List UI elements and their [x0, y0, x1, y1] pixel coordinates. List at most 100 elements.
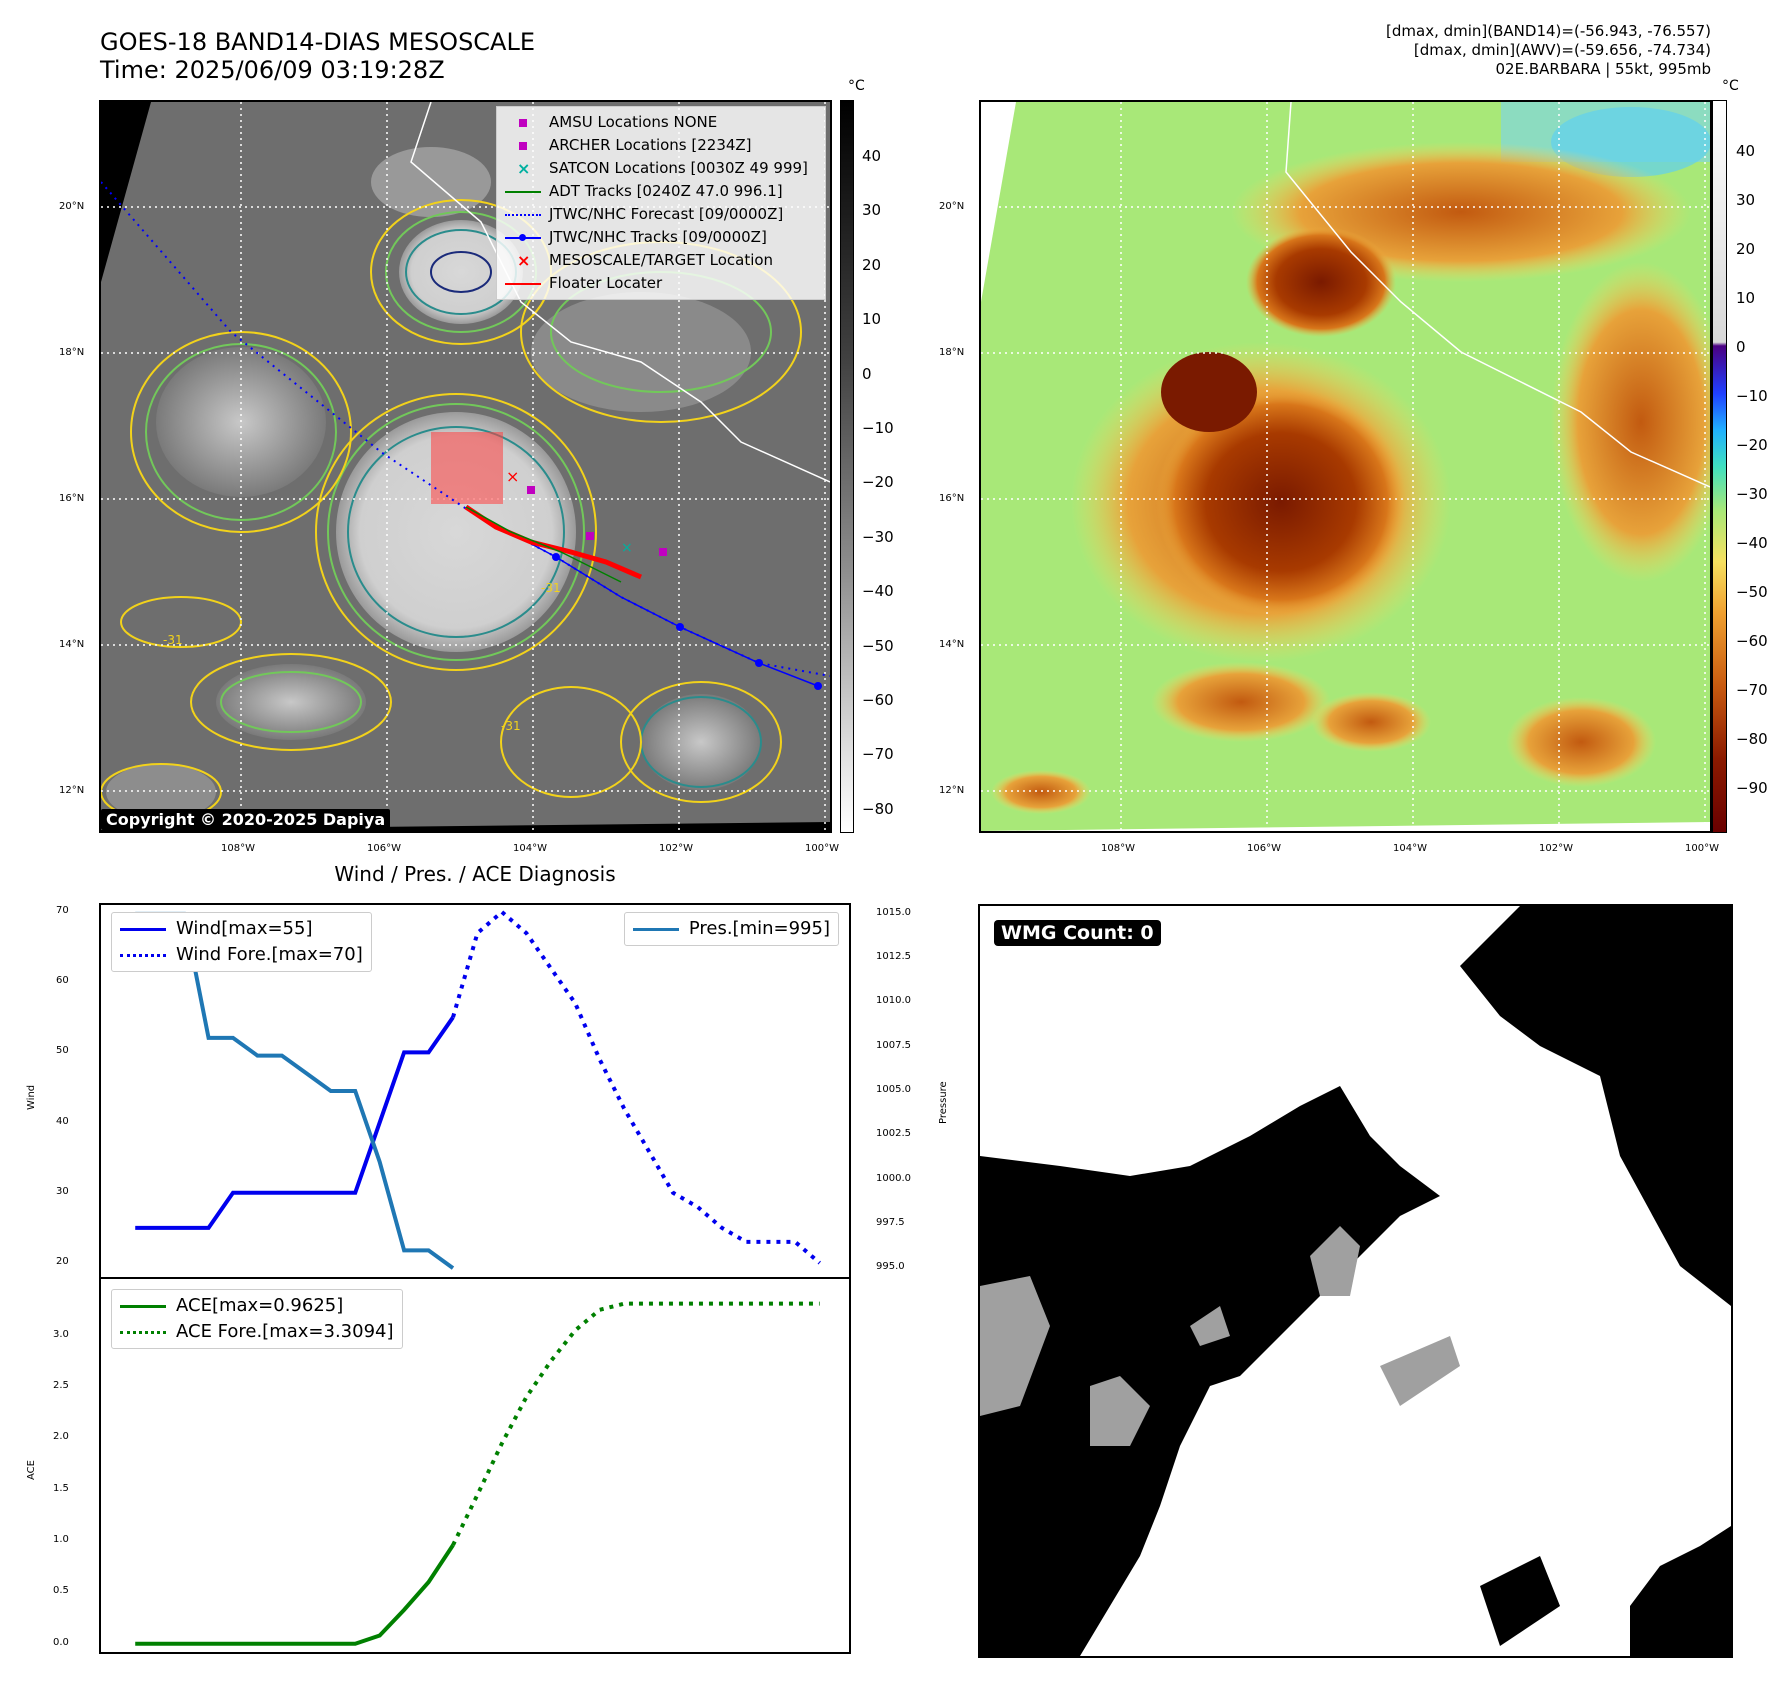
map-legend-label: SATCON Locations [0030Z 49 999]	[549, 159, 808, 177]
colorbar-tick-label: 10	[1736, 289, 1756, 307]
pressure-tick-label: 1000.0	[876, 1172, 911, 1184]
legend-marker-icon	[505, 208, 541, 222]
band14-colorbar	[840, 100, 854, 833]
wmg-count-badge: WMG Count: 0	[994, 920, 1161, 946]
floater-track	[464, 504, 642, 580]
wind-tick-label: 30	[56, 1185, 69, 1197]
pressure-tick-label: 1002.5	[876, 1128, 911, 1140]
wmg-panel: WMG Count: 0	[978, 904, 1733, 1658]
legend-ace-fore: ACE Fore.[max=3.3094]	[176, 1321, 394, 1342]
map-legend-label: JTWC/NHC Forecast [09/0000Z]	[549, 205, 784, 223]
wind-tick-label: 40	[56, 1115, 69, 1127]
legend-marker-icon	[505, 185, 541, 199]
colorbar-tick-label: −80	[862, 799, 894, 818]
nhc-track	[470, 511, 819, 687]
legend-wind: Wind[max=55]	[176, 918, 313, 939]
colorbar-tick-label: 20	[862, 255, 882, 274]
awv-lat-label: 16°N	[939, 493, 965, 504]
map-legend: AMSU Locations NONE ARCHER Locations [223…	[496, 106, 826, 300]
figure-title: GOES-18 BAND14-DIAS MESOSCALE Time: 2025…	[100, 28, 535, 84]
title-line-2: Time: 2025/06/09 03:19:28Z	[100, 56, 445, 84]
map-legend-label: ADT Tracks [0240Z 47.0 996.1]	[549, 182, 783, 200]
colorbar-tick-label: −70	[862, 745, 894, 764]
target-x: ×	[506, 467, 519, 486]
map-legend-item: ADT Tracks [0240Z 47.0 996.1]	[505, 180, 817, 203]
band14-lon-label: 100°W	[805, 843, 839, 854]
pressure-tick-label: 1007.5	[876, 1039, 911, 1051]
wmg-gray-region	[1310, 1226, 1360, 1296]
band14-lon-label: 102°W	[659, 843, 693, 854]
awv-lon-label: 102°W	[1539, 843, 1573, 854]
colorbar-tick-label: −70	[1736, 681, 1768, 699]
awv-lon-label: 104°W	[1393, 843, 1427, 854]
colorbar-tick-label: 0	[862, 364, 872, 383]
colorbar-tick-label: −30	[1736, 485, 1768, 503]
band14-lon-label: 108°W	[221, 843, 255, 854]
awv-gridlines	[981, 102, 1710, 831]
legend-marker-icon	[505, 277, 541, 291]
wind-series-line	[135, 1016, 455, 1230]
ace-legend: ACE[max=0.9625] ACE Fore.[max=3.3094]	[111, 1289, 403, 1349]
colorbar-tick-label: −80	[1736, 730, 1768, 748]
pres-legend: Pres.[min=995]	[623, 912, 839, 946]
map-legend-item: × SATCON Locations [0030Z 49 999]	[505, 157, 817, 180]
ace-ylabel: ACE	[26, 1460, 37, 1480]
ace-tick-label: 2.0	[53, 1431, 69, 1443]
legend-marker-icon	[505, 231, 541, 245]
contour-label: -31	[501, 719, 521, 733]
ace-forecast-line	[451, 1301, 820, 1547]
wind-tick-label: 70	[56, 905, 69, 917]
map-legend-item: JTWC/NHC Tracks [09/0000Z]	[505, 226, 817, 249]
copyright-label: Copyright © 2020-2025 Dapiya	[101, 809, 391, 830]
ace-tick-label: 1.0	[53, 1534, 69, 1546]
legend-marker-icon	[505, 116, 541, 130]
awv-lat-label: 20°N	[939, 201, 965, 212]
band14-lat-label: 20°N	[59, 201, 85, 212]
ace-plot	[135, 1301, 820, 1646]
colorbar-tick-label: 40	[1736, 142, 1756, 160]
colorbar-tick-label: −20	[862, 473, 894, 492]
band14-lon-label: 104°W	[513, 843, 547, 854]
ace-tick-label: 0.0	[53, 1636, 69, 1648]
colorbar-tick-label: −10	[1736, 387, 1768, 405]
awv-lat-label: 12°N	[939, 785, 965, 796]
awv-lon-label: 106°W	[1247, 843, 1281, 854]
wmg-mask	[980, 906, 1731, 1656]
ace-panel: ACE[max=0.9625] ACE Fore.[max=3.3094]	[99, 1277, 851, 1654]
map-legend-item: Floater Locater	[505, 272, 817, 295]
coastline	[410, 102, 830, 483]
pressure-tick-label: 997.5	[876, 1216, 905, 1228]
awv-lat-label: 14°N	[939, 639, 965, 650]
legend-marker-icon: ×	[517, 250, 531, 270]
info-line-1: [dmax, dmin](BAND14)=(-56.943, -76.557)	[1386, 22, 1711, 40]
colorbar-tick-label: 40	[862, 147, 882, 165]
satcon-x: ×	[621, 540, 633, 556]
contour-label: -31	[541, 581, 561, 595]
wind-tick-label: 50	[56, 1045, 69, 1057]
legend-marker-icon: ×	[517, 158, 531, 178]
colorbar-tick-label: 0	[1736, 338, 1746, 356]
wind-pres-panel: Wind[max=55] Wind Fore.[max=70] Pres.[mi…	[99, 903, 851, 1279]
awv-lat-label: 18°N	[939, 347, 965, 358]
band14-lon-label: 106°W	[367, 843, 401, 854]
pressure-tick-label: 995.0	[876, 1261, 905, 1273]
legend-wind-fore: Wind Fore.[max=70]	[176, 944, 363, 965]
contour-label: -31	[163, 633, 183, 647]
colorbar-tick-label: −10	[862, 419, 894, 437]
storm-info: [dmax, dmin](BAND14)=(-56.943, -76.557) …	[1386, 22, 1711, 79]
colorbar-tick-label: −20	[1736, 436, 1768, 454]
map-legend-label: JTWC/NHC Tracks [09/0000Z]	[549, 228, 767, 246]
awv-coastline	[1285, 102, 1710, 488]
map-legend-label: MESOSCALE/TARGET Location	[549, 251, 774, 269]
ace-tick-label: 3.0	[53, 1328, 69, 1340]
awv-map-panel	[979, 100, 1712, 833]
colorbar-tick-label: −90	[1736, 779, 1768, 797]
map-legend-item: JTWC/NHC Forecast [09/0000Z]	[505, 203, 817, 226]
legend-ace: ACE[max=0.9625]	[176, 1295, 344, 1316]
ace-tick-label: 0.5	[53, 1585, 69, 1597]
wind-tick-label: 60	[56, 975, 69, 987]
wind-legend: Wind[max=55] Wind Fore.[max=70]	[111, 912, 372, 972]
awv-lon-label: 108°W	[1101, 843, 1135, 854]
wind-forecast-line	[451, 909, 821, 1265]
awv-map-svg	[981, 102, 1710, 831]
